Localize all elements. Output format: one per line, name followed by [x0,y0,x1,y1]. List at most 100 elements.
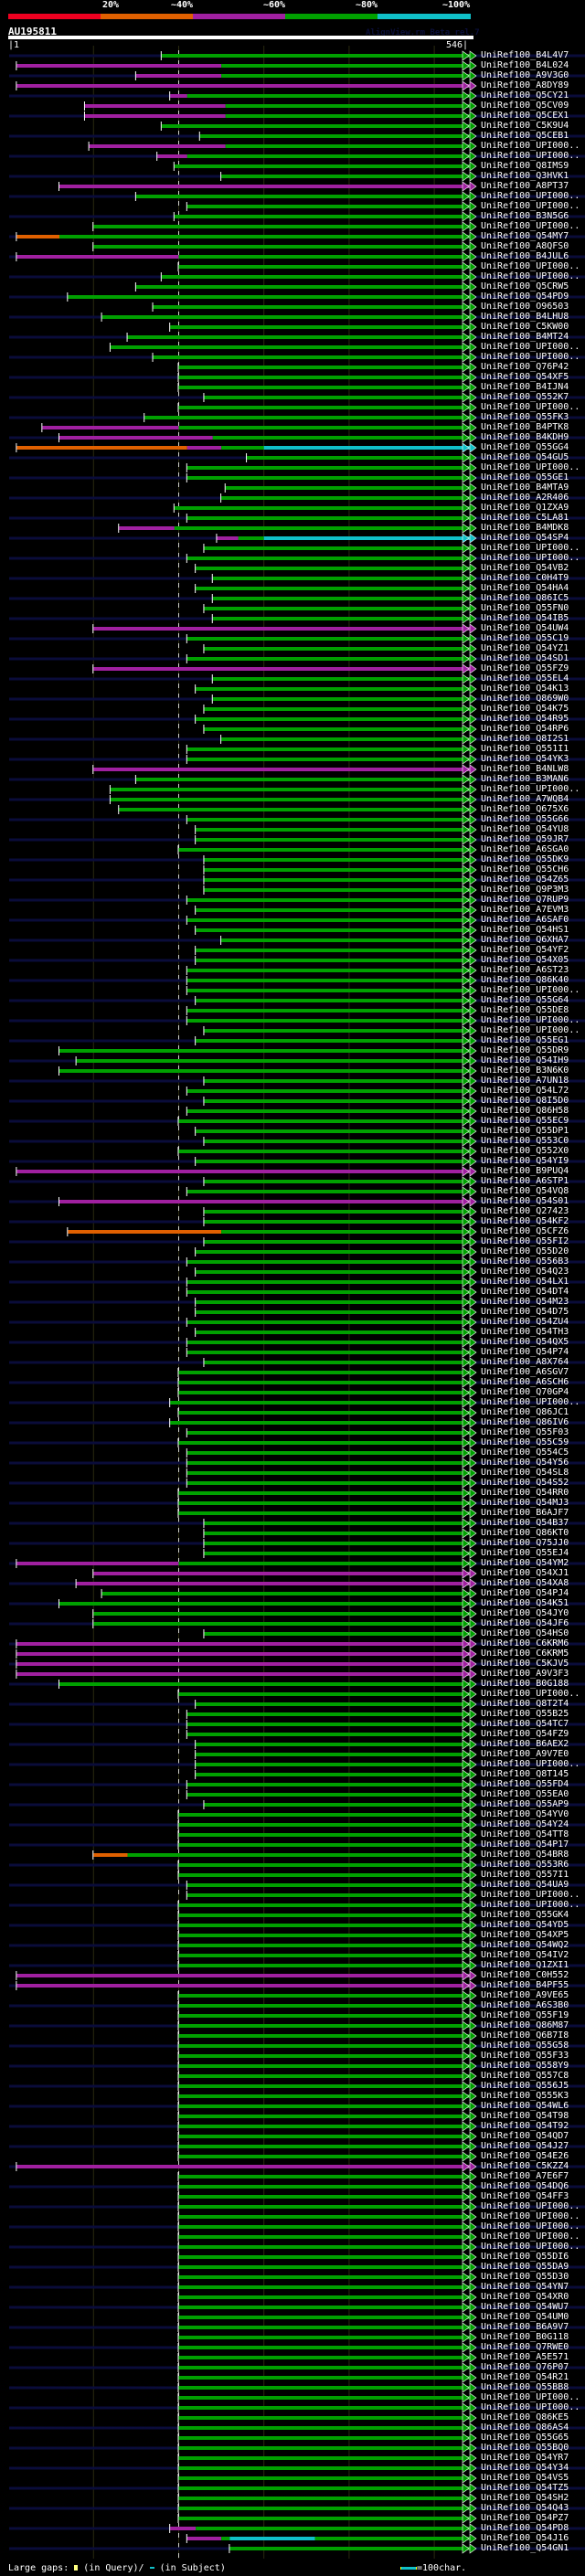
hit-label[interactable]: UniRef100_B3MAN6 [481,774,569,784]
hit-label[interactable]: UniRef100_UPI000.. [481,1025,580,1035]
hit-label[interactable]: UniRef100_Q86IV6 [481,1417,569,1427]
hit-label[interactable]: UniRef100_C0H552 [481,1970,569,1980]
hit-label[interactable]: UniRef100_Q54L72 [481,1086,569,1096]
hit-label[interactable]: UniRef100_Q54IH9 [481,1055,569,1065]
hit-label[interactable]: UniRef100_Q55B25 [481,1709,569,1719]
hit-label[interactable]: UniRef100_A6SGV7 [481,1367,569,1377]
hit-label[interactable]: UniRef100_Q55EG1 [481,1035,569,1045]
hit-label[interactable]: UniRef100_Q54MY7 [481,231,569,241]
hit-label[interactable]: UniRef100_UPI000.. [481,1015,580,1025]
hit-label[interactable]: UniRef100_C5KZZ4 [481,2161,569,2171]
hit-label[interactable]: UniRef100_Q54TZ5 [481,2483,569,2493]
hit-label[interactable]: UniRef100_Q3HVK1 [481,171,569,181]
hit-label[interactable]: UniRef100_Q8T2T4 [481,1699,569,1709]
hit-label[interactable]: UniRef100_A7EVM3 [481,905,569,915]
hit-label[interactable]: UniRef100_UPI000.. [481,151,580,161]
hit-label[interactable]: UniRef100_Q54HS1 [481,925,569,935]
hit-label[interactable]: UniRef100_Q54M23 [481,1297,569,1307]
hit-label[interactable]: UniRef100_Q86KT0 [481,1528,569,1538]
hit-label[interactable]: UniRef100_Q54GU5 [481,452,569,462]
hit-label[interactable]: UniRef100_Q54ZU4 [481,1317,569,1327]
hit-label[interactable]: UniRef100_Q86H58 [481,1106,569,1116]
hit-label[interactable]: UniRef100_UPI000.. [481,1689,580,1699]
hit-label[interactable]: UniRef100_Q55DE8 [481,1005,569,1015]
hit-label[interactable]: UniRef100_Q54Q23 [481,1267,569,1277]
hit-label[interactable]: UniRef100_Q54FZ9 [481,1729,569,1739]
hit-label[interactable]: UniRef100_Q557C8 [481,2071,569,2081]
hit-label[interactable]: UniRef100_Q869W0 [481,694,569,704]
hit-label[interactable]: UniRef100_Q553R6 [481,1860,569,1870]
hit-label[interactable]: UniRef100_Q55DR9 [481,1045,569,1055]
hit-label[interactable]: UniRef100_Q54YR7 [481,2453,569,2463]
hit-label[interactable]: UniRef100_B4L4V7 [481,50,569,60]
hit-label[interactable]: UniRef100_Q55CH6 [481,864,569,875]
hit-label[interactable]: UniRef100_Q55GG4 [481,442,569,452]
hit-label[interactable]: UniRef100_B4JUL6 [481,251,569,261]
hit-label[interactable]: UniRef100_Q54JY0 [481,1608,569,1618]
hit-label[interactable]: UniRef100_Q54WL6 [481,2101,569,2111]
hit-label[interactable]: UniRef100_UPI000.. [481,1759,580,1769]
hit-label[interactable]: UniRef100_Q55C59 [481,1437,569,1447]
hit-label[interactable]: UniRef100_Q54UM0 [481,2312,569,2322]
hit-label[interactable]: UniRef100_Q54SP4 [481,533,569,543]
hit-label[interactable]: UniRef100_Q27423 [481,1206,569,1216]
hit-label[interactable]: UniRef100_UPI000.. [481,261,580,271]
hit-label[interactable]: UniRef100_O96503 [481,302,569,312]
hit-label[interactable]: UniRef100_Q55EA0 [481,1789,569,1799]
hit-label[interactable]: UniRef100_Q54SD1 [481,653,569,663]
hit-label[interactable]: UniRef100_B4IJN4 [481,382,569,392]
hit-label[interactable]: UniRef100_UPI000.. [481,1900,580,1910]
hit-label[interactable]: UniRef100_Q54B37 [481,1518,569,1528]
hit-label[interactable]: UniRef100_Q54R21 [481,2372,569,2382]
hit-label[interactable]: UniRef100_Q54S52 [481,1478,569,1488]
hit-label[interactable]: UniRef100_Q675X6 [481,804,569,814]
hit-label[interactable]: UniRef100_Q54J27 [481,2141,569,2151]
hit-label[interactable]: UniRef100_Q54QX5 [481,1337,569,1347]
hit-label[interactable]: UniRef100_Q54LX1 [481,1277,569,1287]
hit-label[interactable]: UniRef100_Q54SL8 [481,1468,569,1478]
hit-label[interactable]: UniRef100_Q54Y24 [481,1819,569,1829]
hit-label[interactable]: UniRef100_Q9P3M3 [481,885,569,895]
hit-label[interactable]: UniRef100_Q54YZ1 [481,643,569,653]
hit-label[interactable]: UniRef100_Q54IB5 [481,613,569,623]
hit-label[interactable]: UniRef100_Q54IV2 [481,1950,569,1960]
hit-label[interactable]: UniRef100_Q555K3 [481,2091,569,2101]
hit-label[interactable]: UniRef100_C5KJV5 [481,1659,569,1669]
hit-label[interactable]: UniRef100_UPI000.. [481,1890,580,1900]
hit-label[interactable]: UniRef100_Q54DT4 [481,1287,569,1297]
hit-label[interactable]: UniRef100_B6A9V7 [481,2322,569,2332]
hit-label[interactable]: UniRef100_Q54D75 [481,1307,569,1317]
hit-label[interactable]: UniRef100_Q557I1 [481,1870,569,1880]
hit-label[interactable]: UniRef100_Q55FK3 [481,412,569,422]
hit-label[interactable]: UniRef100_Q86AS4 [481,2422,569,2433]
hit-label[interactable]: UniRef100_Q54YI9 [481,1156,569,1166]
hit-label[interactable]: UniRef100_Q551I1 [481,744,569,754]
hit-label[interactable]: UniRef100_Q55G65 [481,2433,569,2443]
hit-label[interactable]: UniRef100_UPI000.. [481,342,580,352]
hit-label[interactable]: UniRef100_Q55BQ0 [481,2443,569,2453]
hit-label[interactable]: UniRef100_Q54XP5 [481,1930,569,1940]
hit-label[interactable]: UniRef100_Q8I5D0 [481,1096,569,1106]
hit-label[interactable]: UniRef100_Q54K51 [481,1598,569,1608]
hit-label[interactable]: UniRef100_B9PUQ4 [481,1166,569,1176]
hit-label[interactable]: UniRef100_Q54YM2 [481,1558,569,1568]
hit-label[interactable]: UniRef100_C5LA81 [481,513,569,523]
hit-label[interactable]: UniRef100_A6SGA0 [481,844,569,854]
hit-label[interactable]: UniRef100_Q54YN7 [481,2282,569,2292]
hit-label[interactable]: UniRef100_A8X764 [481,1357,569,1367]
hit-label[interactable]: UniRef100_C5KW00 [481,322,569,332]
hit-label[interactable]: UniRef100_Q5CEB1 [481,131,569,141]
hit-label[interactable]: UniRef100_Q54RP6 [481,724,569,734]
hit-label[interactable]: UniRef100_Q54FF3 [481,2191,569,2201]
hit-label[interactable]: UniRef100_A7E6F7 [481,2171,569,2181]
hit-label[interactable]: UniRef100_B4LHU8 [481,312,569,322]
hit-label[interactable]: UniRef100_Q553C0 [481,1136,569,1146]
hit-label[interactable]: UniRef100_C5K9U4 [481,121,569,131]
hit-label[interactable]: UniRef100_UPI000.. [481,2221,580,2231]
hit-label[interactable]: UniRef100_A9VE65 [481,1990,569,2000]
hit-label[interactable]: UniRef100_Q55D20 [481,1246,569,1256]
hit-label[interactable]: UniRef100_Q54X05 [481,955,569,965]
hit-label[interactable]: UniRef100_Q54WQ2 [481,1940,569,1950]
hit-label[interactable]: UniRef100_Q54WU7 [481,2302,569,2312]
hit-label[interactable]: UniRef100_Q54XR0 [481,2292,569,2302]
